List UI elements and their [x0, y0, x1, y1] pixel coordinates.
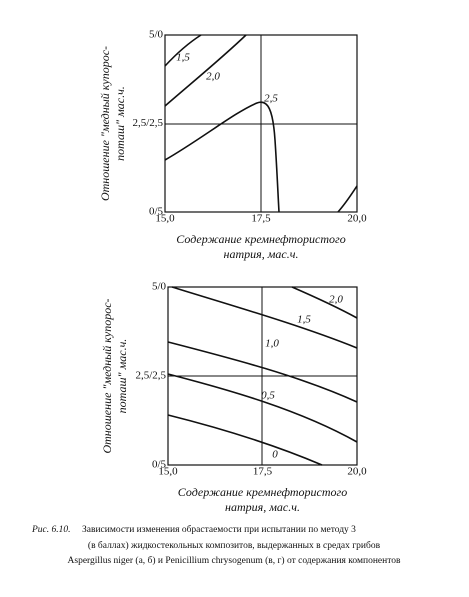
contour-label: 2,0: [329, 294, 343, 306]
y-axis-label: поташ" мас.ч.: [115, 339, 129, 414]
y-tick-label: 0/5: [152, 459, 167, 471]
contour-label: 1,0: [265, 338, 279, 350]
contour: [171, 286, 358, 349]
caption-line: (в баллах) жидкостекольных композитов, в…: [88, 540, 381, 551]
contour: [167, 373, 358, 443]
y-tick-label: 2,5/2,5: [135, 370, 166, 382]
x-tick-label: 15,0: [155, 213, 175, 225]
contour: [337, 185, 358, 213]
caption-label: Рис. 6.10.: [31, 525, 71, 535]
caption-line: Зависимости изменения обрастаемости при …: [82, 524, 356, 535]
contour-label: 2,5: [264, 93, 278, 105]
caption-line: Aspergillus niger (а, б) и Penicillium c…: [68, 555, 401, 566]
contour: [164, 34, 202, 67]
figure-bottom: [167, 286, 358, 466]
contour: [164, 101, 280, 213]
x-tick-label: 17,5: [251, 213, 271, 225]
contour-label: 2,0: [206, 71, 220, 83]
x-tick-label: 20,0: [347, 466, 367, 478]
contour: [291, 286, 358, 319]
x-axis-label: натрия, мас.ч.: [224, 247, 299, 261]
contour: [167, 414, 323, 466]
x-axis-label: Содержание кремнефтористого: [178, 485, 347, 499]
figure-top: [164, 34, 358, 213]
x-axis-label: Содержание кремнефтористого: [176, 232, 345, 246]
contour: [164, 34, 247, 107]
contour-label: 1,5: [297, 314, 311, 326]
y-tick-label: 5/0: [152, 281, 167, 293]
contour: [167, 341, 358, 403]
contour-label: 1,5: [176, 52, 190, 64]
contour-label: 0: [272, 449, 278, 461]
y-axis-label: Отношение "медный купорос-: [98, 46, 112, 201]
y-axis-label: Отношение "медный купорос-: [100, 298, 114, 453]
y-axis-label: поташ" мас.ч.: [113, 86, 127, 161]
x-tick-label: 15,0: [158, 466, 178, 478]
x-tick-label: 17,5: [253, 466, 273, 478]
y-tick-label: 0/5: [149, 206, 164, 218]
contour-label: 0,5: [261, 390, 275, 402]
y-tick-label: 2,5/2,5: [132, 117, 163, 129]
x-axis-label: натрия, мас.ч.: [225, 500, 300, 514]
x-tick-label: 20,0: [347, 213, 367, 225]
y-tick-label: 5/0: [149, 29, 164, 41]
